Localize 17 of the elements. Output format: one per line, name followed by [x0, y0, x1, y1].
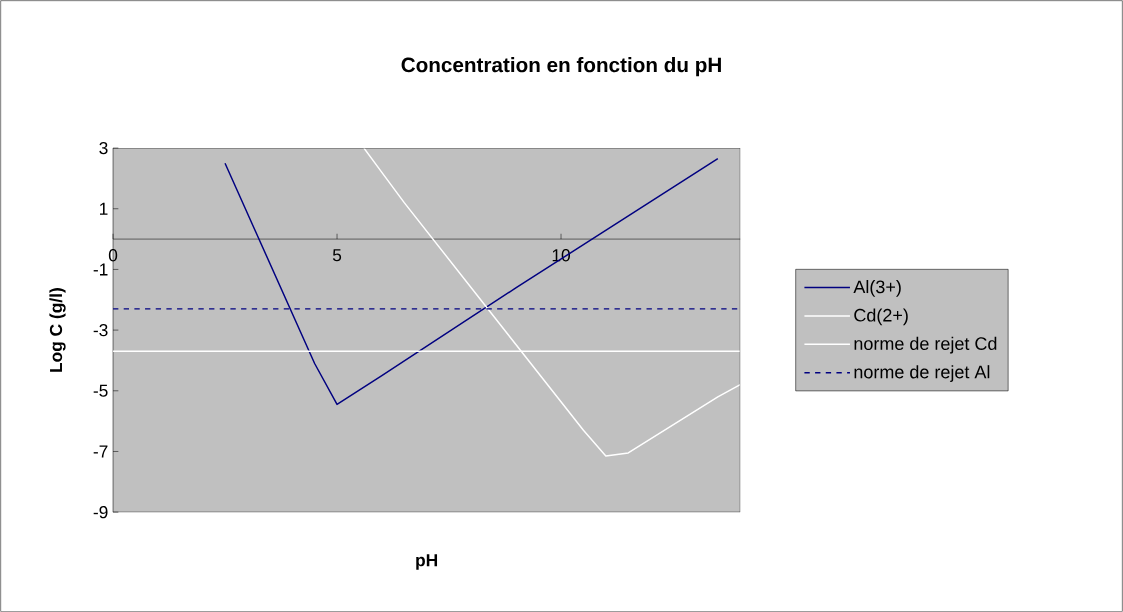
x-tick-label: 10: [552, 249, 570, 262]
legend-label: norme de rejet Cd: [854, 336, 997, 354]
legend-label: Al(3+): [853, 279, 901, 297]
y-tick-label: -5: [93, 384, 108, 397]
x-tick-label: 5: [332, 249, 342, 262]
legend-label: Cd(2+): [854, 308, 908, 326]
y-tick-label: -3: [93, 323, 108, 337]
y-tick-label: -7: [93, 445, 108, 458]
x-tick-label: 0: [108, 249, 118, 262]
x-axis-title: pH: [416, 554, 438, 570]
y-tick-label: -1: [93, 263, 108, 276]
legend-label: norme de rejet Al: [854, 365, 990, 382]
y-axis-title: Log C (g/l): [49, 288, 66, 372]
y-tick-label: 3: [99, 141, 108, 155]
y-tick-label: -9: [93, 505, 108, 519]
chart-title: Concentration en fonction du pH: [401, 56, 721, 77]
y-tick-label: 1: [100, 202, 108, 215]
